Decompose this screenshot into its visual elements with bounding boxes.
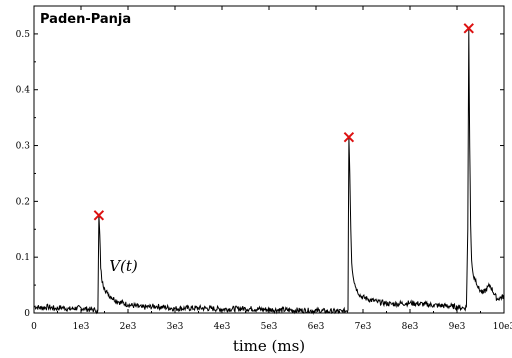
y-tick-label: 0.2 xyxy=(16,197,30,207)
y-tick-label: 0.5 xyxy=(16,30,31,40)
x-tick-label: 5e3 xyxy=(261,322,278,332)
x-tick-label: 3e3 xyxy=(167,322,184,332)
series-label: V(t) xyxy=(109,257,138,275)
y-tick-label: 0.1 xyxy=(16,253,30,263)
peak-marker-stroke xyxy=(93,210,105,221)
y-tick-label: 0.3 xyxy=(16,142,31,152)
series-layer xyxy=(33,28,505,315)
y-axis: 0 0.1 0.2 0.3 0.4 0.5 xyxy=(16,5,504,319)
peak-marker xyxy=(93,210,105,221)
panel-title: Paden-Panja xyxy=(40,12,131,27)
peak-marker xyxy=(343,131,355,143)
x-axis-label: time (ms) xyxy=(233,337,305,355)
x-tick-label: 10e3 xyxy=(493,322,512,332)
peak-markers xyxy=(93,23,474,221)
plot-frame xyxy=(33,5,505,314)
peak-marker-stroke xyxy=(463,23,474,34)
x-tick-label: 0 xyxy=(31,322,37,332)
y-tick-label: 0.4 xyxy=(16,86,31,96)
x-tick-label: 8e3 xyxy=(402,322,419,332)
x-tick-label: 4e3 xyxy=(214,322,231,332)
y-tick-label: 0 xyxy=(24,309,30,319)
x-tick-label: 2e3 xyxy=(120,322,137,332)
peak-marker xyxy=(463,23,474,34)
x-tick-label: 6e3 xyxy=(308,322,325,332)
x-axis: 0 1e3 2e3 3e3 4e3 5e3 6e3 7e3 8e3 9e3 10e3 xyxy=(31,6,512,332)
x-tick-label: 1e3 xyxy=(73,322,90,332)
series-line xyxy=(33,28,505,315)
x-tick-label: 7e3 xyxy=(355,322,372,332)
x-tick-label: 9e3 xyxy=(449,322,466,332)
peak-marker-stroke xyxy=(343,131,355,143)
